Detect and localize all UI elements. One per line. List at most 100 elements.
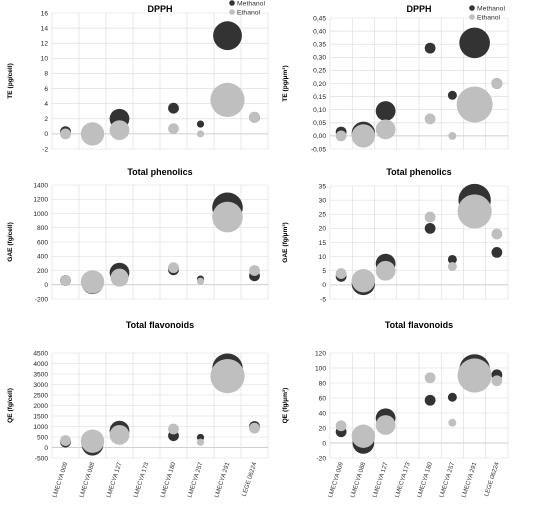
y-tick-label: 4000 <box>33 361 48 368</box>
legend-marker-ethanol <box>469 14 475 20</box>
bubble-methanol-lmecya-257 <box>447 392 457 402</box>
y-tick-label: 0 <box>44 131 48 138</box>
bubble-ethanol-lmecya-127 <box>109 425 130 445</box>
category-label: LMECYA 127 <box>105 461 123 499</box>
chart-title: Total flavonoids <box>126 320 194 330</box>
bubble-ethanol-lege-06224 <box>491 78 503 89</box>
bubble-ethanol-lmecya-257 <box>196 277 205 285</box>
y-tick-label: 1200 <box>33 197 48 204</box>
bubble-ethanol-lege-06224 <box>249 265 260 276</box>
y-tick-label: 3500 <box>33 371 48 378</box>
bubble-ethanol-lmecya-257 <box>196 130 205 138</box>
bubble-ethanol-lmecya-180 <box>168 123 179 134</box>
bubble-ethanol-lmecya-088 <box>80 429 105 453</box>
chart-panel-1: -2 0 2 4 6 8 10 12 14 16 DPPH TE (pg/cell) Methanol E… <box>7 0 269 153</box>
bubble-ethanol-lmecya-088 <box>80 122 105 146</box>
y-tick-label: 100 <box>315 365 326 372</box>
chart-title: DPPH <box>147 4 172 14</box>
chart-title: Total phenolics <box>386 167 451 177</box>
bubble-ethanol-lmecya-127 <box>109 120 130 141</box>
y-tick-label: 2 <box>44 116 48 123</box>
category-label: LMECYA 088 <box>349 461 367 499</box>
y-tick-label: 500 <box>37 434 48 441</box>
legend-label: Ethanol <box>237 9 261 16</box>
y-tick-label: 0 <box>322 440 326 447</box>
category-label: LMECYA 127 <box>372 461 390 499</box>
y-tick-label: 400 <box>37 254 48 261</box>
bubble-ethanol-lmecya-088 <box>351 124 376 148</box>
category-label: LMECYA 009 <box>51 461 69 499</box>
y-axis-label: TE (pg/cell) <box>7 63 14 99</box>
bubble-ethanol-lmecya-009 <box>60 128 71 140</box>
bubble-ethanol-lmecya-009 <box>335 420 347 432</box>
y-tick-label: 0,15 <box>313 94 326 101</box>
y-tick-label: 0,35 <box>313 42 326 49</box>
bubble-ethanol-lmecya-180 <box>424 113 436 125</box>
bubble-ethanol-lmecya-257 <box>448 131 457 140</box>
y-tick-label: 120 <box>315 350 326 357</box>
bubble-ethanol-lmecya-257 <box>447 262 457 272</box>
chart-panel-2: -0,05 0,00 0,05 0,10 0,15 0,20 0,25 0,30 0,35 0,4… <box>282 4 509 153</box>
bubble-ethanol-lmecya-009 <box>60 275 71 286</box>
y-tick-label: -200 <box>35 296 49 303</box>
legend-marker-ethanol <box>229 9 235 15</box>
chart-panel-5: -500 0 500 1000 1500 2000 2500 3000 3500 4000 4500… <box>7 320 269 499</box>
bubble-ethanol-lmecya-180 <box>168 262 179 274</box>
bubble-ethanol-lmecya-127 <box>375 119 396 140</box>
y-tick-label: 0,20 <box>313 81 326 88</box>
category-label: LMECYA 291 <box>461 461 479 499</box>
legend-marker-methanol <box>469 5 475 11</box>
y-tick-label: -500 <box>35 455 49 462</box>
y-tick-label: 10 <box>319 254 327 261</box>
category-label: LMECYA 088 <box>78 461 96 499</box>
bubble-ethanol-lmecya-127 <box>375 260 396 281</box>
y-tick-label: 0,00 <box>313 133 326 140</box>
category-label: LMECYA 291 <box>213 461 231 499</box>
bubble-ethanol-lege-06224 <box>491 228 503 240</box>
category-label: LMECYA 173 <box>132 461 150 499</box>
bubble-ethanol-lmecya-291 <box>457 358 492 393</box>
bubble-ethanol-lmecya-088 <box>351 268 376 293</box>
y-tick-label: 30 <box>319 197 327 204</box>
bubble-ethanol-lmecya-180 <box>424 211 436 223</box>
y-tick-label: 4500 <box>33 350 48 357</box>
bubble-ethanol-lmecya-009 <box>60 435 71 446</box>
y-tick-label: 1500 <box>33 413 48 420</box>
y-axis-label: TE (pg/µm³) <box>282 65 289 101</box>
bubble-ethanol-lmecya-127 <box>110 268 129 287</box>
y-tick-label: 10 <box>41 56 49 63</box>
chart-panel-3: -200 0 200 400 600 800 1000 1200 1400 Total pheno… <box>7 167 269 303</box>
y-tick-label: 200 <box>37 268 48 275</box>
bubble-methanol-lmecya-257 <box>447 90 457 100</box>
bubble-ethanol-lmecya-291 <box>212 201 243 233</box>
y-tick-label: 0,45 <box>313 15 326 22</box>
chart-title: Total flavonoids <box>385 320 453 330</box>
y-tick-label: 20 <box>319 226 327 233</box>
bubble-ethanol-lmecya-291 <box>457 194 492 229</box>
bubble-ethanol-lmecya-291 <box>210 359 245 394</box>
bubble-methanol-lmecya-180 <box>168 102 179 114</box>
y-tick-label: 1000 <box>33 424 48 431</box>
bubble-ethanol-lmecya-088 <box>351 424 376 448</box>
category-label: LMECYA 173 <box>394 461 412 499</box>
category-label: LMECYA 009 <box>327 461 345 499</box>
bubble-ethanol-lmecya-180 <box>168 423 179 435</box>
y-tick-label: 6 <box>44 86 48 93</box>
legend-label: Methanol <box>237 0 265 7</box>
bubble-ethanol-lmecya-291 <box>456 86 493 123</box>
y-tick-label: 2500 <box>33 392 48 399</box>
bubble-methanol-lmecya-180 <box>424 42 436 54</box>
y-tick-label: 16 <box>41 10 49 17</box>
y-tick-label: 1000 <box>33 211 48 218</box>
y-tick-label: 12 <box>41 41 49 48</box>
y-tick-label: 25 <box>319 212 327 219</box>
y-tick-label: 20 <box>319 425 327 432</box>
y-tick-label: 0,10 <box>313 107 326 114</box>
y-tick-label: -20 <box>316 455 326 462</box>
y-tick-label: 0 <box>44 445 48 452</box>
legend-label: Ethanol <box>477 14 501 21</box>
category-label: LMECYA 257 <box>186 461 204 499</box>
y-tick-label: 4 <box>44 101 48 108</box>
y-tick-label: 0,25 <box>313 68 326 75</box>
